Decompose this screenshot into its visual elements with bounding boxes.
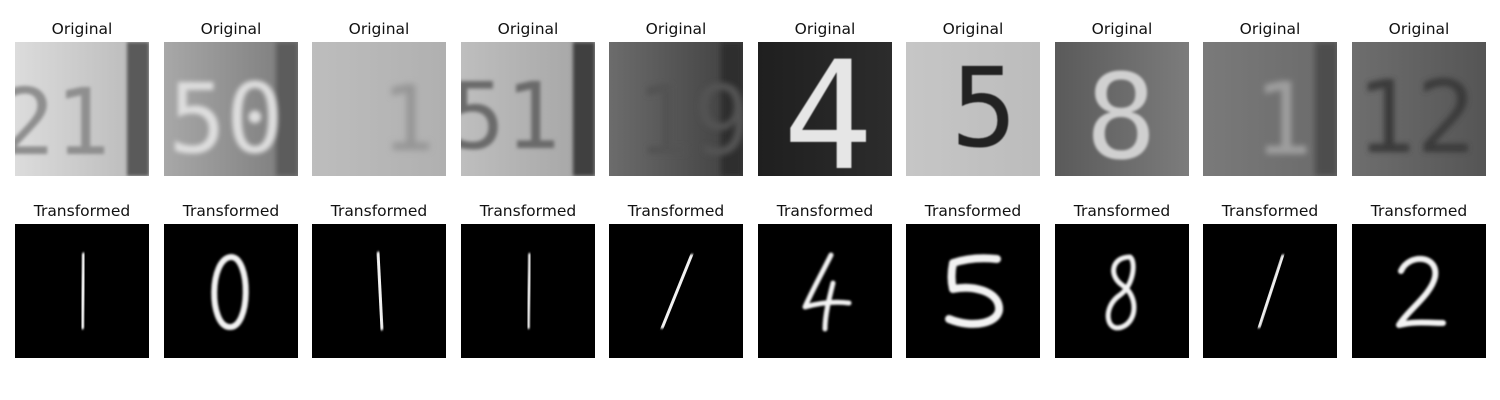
original-image: 21 [15, 42, 149, 176]
transformed-cell: Transformed [164, 200, 298, 358]
original-digit-image: 1 [1203, 42, 1337, 176]
original-image: 50 [164, 42, 298, 176]
svg-text:8: 8 [1085, 48, 1156, 176]
transformed-image [1352, 224, 1486, 358]
original-cell: Original 8 [1055, 18, 1189, 176]
original-label: Original [1239, 20, 1301, 38]
original-label: Original [51, 20, 113, 38]
original-label: Original [497, 20, 559, 38]
transformed-cell: Transformed [1055, 200, 1189, 358]
transformed-digit-image [758, 224, 892, 358]
original-cell: Original 21 [15, 18, 149, 176]
original-cell: Original 51 [461, 18, 595, 176]
transformed-cell: Transformed [461, 200, 595, 358]
svg-text:1: 1 [1253, 61, 1313, 176]
original-label: Original [645, 20, 707, 38]
original-image: 19 [609, 42, 743, 176]
transformed-label: Transformed [1370, 202, 1468, 220]
transformed-digit-image [609, 224, 743, 358]
transformed-image [1055, 224, 1189, 358]
original-image: 1 [1203, 42, 1337, 176]
transformed-cell: Transformed [312, 200, 446, 358]
transformed-image [609, 224, 743, 358]
svg-text:1: 1 [381, 67, 435, 172]
transformed-digit-image [312, 224, 446, 358]
transformed-cell: Transformed [609, 200, 743, 358]
original-cell: Original 1 [1203, 18, 1337, 176]
original-digit-image: 50 [164, 42, 298, 176]
transformed-digit-image [1203, 224, 1337, 358]
transformed-image [1203, 224, 1337, 358]
transformed-label: Transformed [182, 202, 280, 220]
original-digit-image: 5 [906, 42, 1040, 176]
transformed-label: Transformed [627, 202, 725, 220]
transformed-label: Transformed [330, 202, 428, 220]
original-image: 12 [1352, 42, 1486, 176]
transformed-image [164, 224, 298, 358]
original-image: 1 [312, 42, 446, 176]
transformed-image [906, 224, 1040, 358]
transformed-cell: Transformed [15, 200, 149, 358]
transformed-cell: Transformed [1352, 200, 1486, 358]
original-cell: Original 5 [906, 18, 1040, 176]
svg-text:12: 12 [1356, 59, 1476, 176]
transformed-digit-image [1055, 224, 1189, 358]
original-image: 4 [758, 42, 892, 176]
original-digit-image: 12 [1352, 42, 1486, 176]
original-label: Original [348, 20, 410, 38]
original-digit-image: 8 [1055, 42, 1189, 176]
original-digit-image: 51 [461, 42, 595, 176]
original-label: Original [942, 20, 1004, 38]
original-label: Original [1091, 20, 1153, 38]
original-digit-image: 4 [758, 42, 892, 176]
original-image: 8 [1055, 42, 1189, 176]
transformed-digit-image [461, 224, 595, 358]
original-label: Original [200, 20, 262, 38]
original-cell: Original 12 [1352, 18, 1486, 176]
original-cell: Original 50 [164, 18, 298, 176]
transformed-label: Transformed [1221, 202, 1319, 220]
transformed-image [758, 224, 892, 358]
transformed-digit-image [906, 224, 1040, 358]
transformed-label: Transformed [479, 202, 577, 220]
original-cell: Original 4 [758, 18, 892, 176]
transformed-label: Transformed [1073, 202, 1171, 220]
svg-text:5: 5 [951, 44, 1017, 172]
transformed-cell: Transformed [906, 200, 1040, 358]
transformed-cell: Transformed [758, 200, 892, 358]
transformed-digit-image [15, 224, 149, 358]
original-digit-image: 1 [312, 42, 446, 176]
original-image: 51 [461, 42, 595, 176]
svg-text:51: 51 [461, 63, 560, 170]
transformed-label: Transformed [776, 202, 874, 220]
transformed-label: Transformed [33, 202, 131, 220]
original-cell: Original 19 [609, 18, 743, 176]
original-digit-image: 21 [15, 42, 149, 176]
svg-text:21: 21 [15, 69, 110, 176]
transformed-label: Transformed [924, 202, 1022, 220]
original-digit-image: 19 [609, 42, 743, 176]
svg-text:50: 50 [168, 63, 284, 175]
transformed-digit-image [1352, 224, 1486, 358]
transformed-image [312, 224, 446, 358]
transformed-image [461, 224, 595, 358]
transformed-digit-image [164, 224, 298, 358]
transformed-cell: Transformed [1203, 200, 1337, 358]
original-image: 5 [906, 42, 1040, 176]
svg-text:4: 4 [783, 42, 873, 176]
original-cell: Original 1 [312, 18, 446, 176]
transformed-image [15, 224, 149, 358]
svg-text:19: 19 [635, 65, 743, 176]
original-label: Original [794, 20, 856, 38]
original-label: Original [1388, 20, 1450, 38]
